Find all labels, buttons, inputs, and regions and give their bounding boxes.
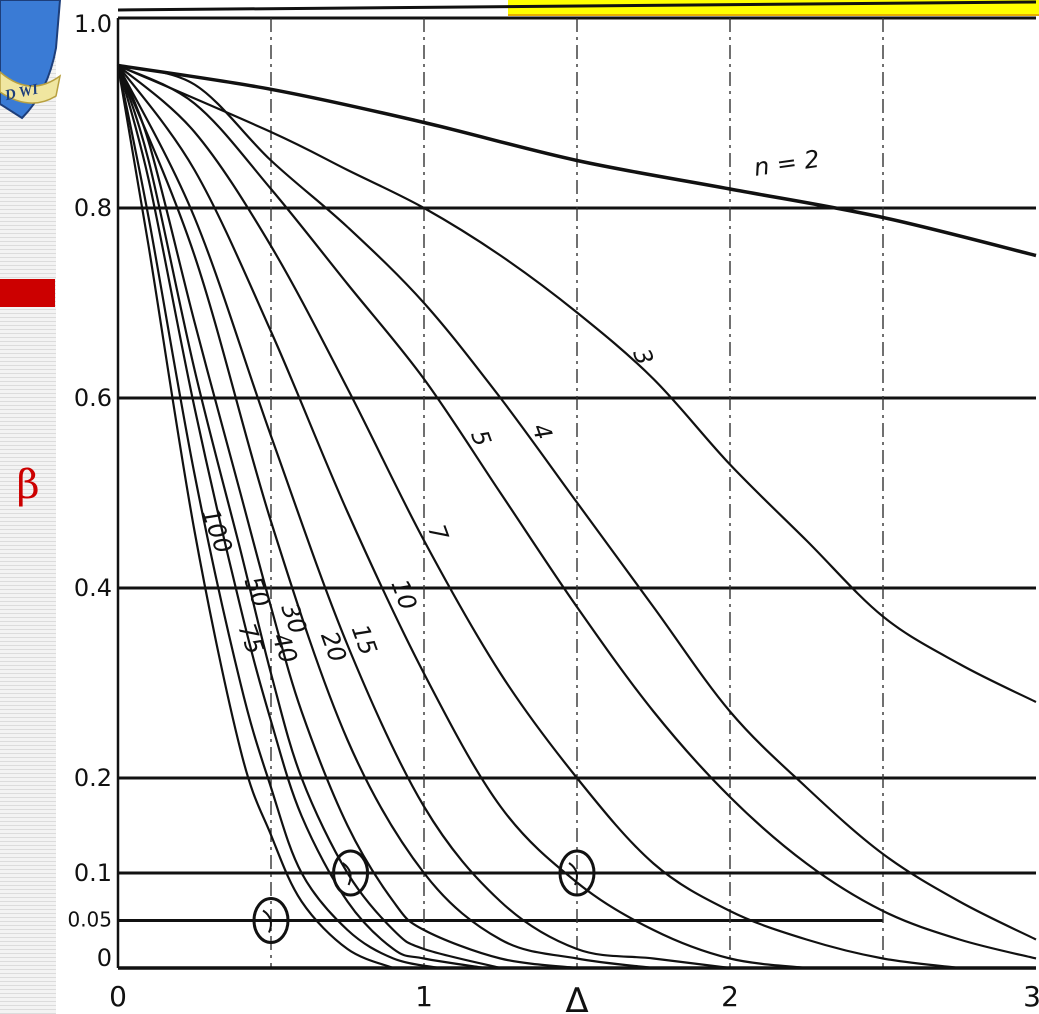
y-tick-label: 0.8 bbox=[74, 194, 112, 222]
series-line-5 bbox=[117, 64, 1037, 960]
x-tick-label: 0 bbox=[109, 980, 127, 1013]
y-tick-label: 0.4 bbox=[74, 574, 112, 602]
series-label-40: 40 bbox=[266, 629, 303, 667]
series-line-7 bbox=[117, 64, 960, 970]
series-line-3 bbox=[117, 64, 1037, 703]
y-tick-label: 1.0 bbox=[74, 10, 112, 38]
y-tick-label: 0.1 bbox=[74, 859, 112, 887]
y-tick-label: 0.05 bbox=[67, 908, 112, 932]
series-label-20: 20 bbox=[315, 628, 352, 666]
circle-annotation bbox=[332, 849, 370, 897]
x-tick-label: 1 bbox=[415, 980, 433, 1013]
series-line-75 bbox=[116, 65, 440, 970]
series-label-n2: n = 2 bbox=[752, 145, 821, 182]
top-frame-line bbox=[117, 0, 1037, 12]
series-line-n2 bbox=[117, 63, 1037, 258]
series-line-4 bbox=[117, 64, 1037, 941]
circle-scribble bbox=[262, 909, 272, 933]
circle-scribble bbox=[568, 862, 578, 886]
x-tick-label: 2 bbox=[721, 980, 739, 1013]
series-line-30 bbox=[116, 65, 578, 970]
y-tick-label: 0 bbox=[97, 944, 112, 972]
circle-scribble bbox=[341, 862, 352, 886]
logo-lettering: D WI bbox=[3, 81, 41, 104]
circle-annotation bbox=[558, 849, 596, 897]
series-line-15 bbox=[117, 65, 731, 970]
series-label-3: 3 bbox=[627, 345, 659, 369]
series-line-40 bbox=[116, 65, 501, 970]
series-label-5: 5 bbox=[465, 426, 497, 450]
left-sidebar-strip bbox=[0, 0, 56, 1014]
series-line-20 bbox=[116, 65, 654, 970]
series-line-10 bbox=[117, 64, 807, 970]
series-label-75: 75 bbox=[233, 620, 270, 658]
series-label-7: 7 bbox=[422, 521, 454, 546]
circle-annotation bbox=[252, 897, 290, 944]
y-tick-label: 0.2 bbox=[74, 764, 112, 792]
x-axis-title: Δ bbox=[565, 981, 588, 1014]
red-accent-bar bbox=[0, 279, 55, 307]
series-label-4: 4 bbox=[526, 420, 558, 444]
series-line-100 bbox=[116, 65, 394, 970]
university-shield-logo: D WI bbox=[0, 0, 62, 120]
series-line-50 bbox=[116, 65, 486, 970]
y-axis-title: β bbox=[16, 462, 40, 508]
x-tick-label: 3 bbox=[1023, 980, 1039, 1013]
y-tick-label: 0.6 bbox=[74, 384, 112, 412]
